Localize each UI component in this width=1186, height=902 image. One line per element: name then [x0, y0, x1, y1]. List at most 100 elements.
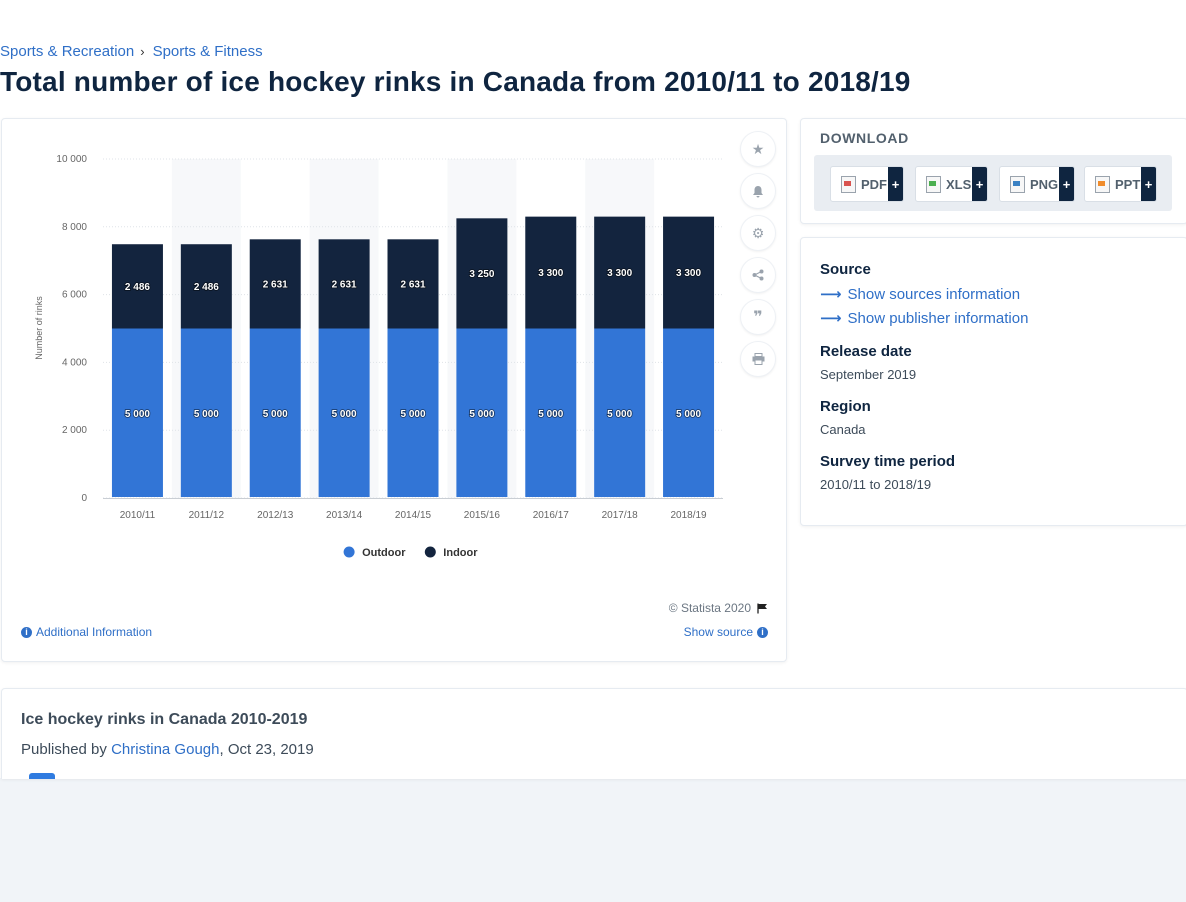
- download-png-button[interactable]: PNG +: [999, 166, 1075, 202]
- x-tick-label: 2013/14: [326, 510, 363, 521]
- data-label: 3 300: [538, 268, 563, 279]
- survey-period-value: 2010/11 to 2018/19: [820, 477, 932, 492]
- download-ppt-button[interactable]: PPT +: [1084, 166, 1157, 202]
- download-card: DOWNLOAD PDF + XLS + PNG + PPT +: [800, 118, 1186, 224]
- plus-icon: +: [1059, 167, 1074, 201]
- flag-icon[interactable]: [757, 603, 768, 614]
- x-tick-label: 2012/13: [257, 510, 294, 521]
- page-title: Total number of ice hockey rinks in Cana…: [0, 66, 911, 97]
- source-label: Source: [820, 261, 871, 278]
- story-title[interactable]: Ice hockey rinks in Canada 2010-2019: [21, 711, 308, 728]
- data-label: 5 000: [263, 409, 288, 420]
- data-label: 5 000: [400, 409, 425, 420]
- data-label: 2 631: [263, 279, 288, 290]
- release-date-value: September 2019: [820, 367, 917, 382]
- breadcrumb-link-sports-fitness[interactable]: Sports & Fitness: [152, 43, 263, 60]
- copyright-notice: © Statista 2020: [669, 601, 768, 615]
- region-label: Region: [820, 398, 871, 415]
- breadcrumb-link-sports-recreation[interactable]: Sports & Recreation: [0, 43, 135, 60]
- bar-outdoor: [663, 328, 715, 497]
- info-circle-icon: i: [21, 626, 32, 638]
- gear-icon[interactable]: ⚙: [740, 215, 776, 251]
- bar-outdoor: [594, 328, 646, 497]
- x-tick-label: 2014/15: [395, 510, 432, 521]
- bar-outdoor: [525, 328, 577, 497]
- bar-indoor: [456, 218, 508, 329]
- data-label: 5 000: [469, 409, 494, 420]
- show-sources-label: Show sources information: [847, 285, 1021, 303]
- publish-date: , Oct 23, 2019: [219, 741, 314, 758]
- download-heading: DOWNLOAD: [820, 130, 909, 146]
- plus-icon: +: [1141, 167, 1156, 201]
- y-tick-label: 10 000: [56, 154, 87, 165]
- arrow-right-icon: ⟶: [820, 286, 842, 303]
- download-pdf-label: PDF: [861, 176, 887, 192]
- data-label: 5 000: [194, 409, 219, 420]
- region-value: Canada: [820, 422, 866, 437]
- x-tick-label: 2015/16: [464, 510, 501, 521]
- bar-outdoor: [387, 328, 439, 497]
- data-label: 3 250: [469, 269, 494, 280]
- x-tick-label: 2017/18: [602, 510, 639, 521]
- x-tick-label: 2011/12: [189, 510, 225, 521]
- share-icon[interactable]: [740, 257, 776, 293]
- bar-indoor: [318, 239, 370, 329]
- y-tick-label: 2 000: [62, 425, 87, 436]
- statistic-info-card: Source ⟶ Show sources information ⟶ Show…: [800, 237, 1186, 526]
- copyright-text: © Statista 2020: [668, 601, 751, 615]
- x-tick-label: 2018/19: [670, 510, 707, 521]
- y-axis-label: Number of rinks: [34, 296, 44, 360]
- y-tick-label: 6 000: [62, 290, 87, 301]
- bar-outdoor: [249, 328, 301, 497]
- bar-indoor: [387, 239, 439, 329]
- bar-outdoor: [456, 328, 508, 497]
- legend-marker: [424, 546, 436, 558]
- y-tick-label: 8 000: [62, 222, 87, 233]
- data-label: 2 486: [194, 282, 219, 293]
- show-publisher-link[interactable]: ⟶ Show publisher information: [820, 309, 1028, 328]
- show-source-label: Show source: [683, 625, 753, 639]
- data-label: 5 000: [125, 409, 150, 420]
- pdf-file-icon: [841, 175, 856, 193]
- x-tick-label: 2010/11: [120, 510, 156, 521]
- x-tick-label: 2016/17: [533, 510, 570, 521]
- download-xls-button[interactable]: XLS +: [915, 166, 988, 202]
- bar-indoor: [525, 216, 577, 329]
- download-xls-label: XLS: [946, 176, 972, 192]
- chart-card: 0 2 000 4 000 6 000 8 000 10 000 5 000 2 486 5 …: [1, 118, 787, 662]
- arrow-right-icon: ⟶: [820, 310, 842, 327]
- data-label: 2 631: [332, 279, 357, 290]
- story-meta: Published by Christina Gough, Oct 23, 20…: [21, 741, 314, 758]
- bar-outdoor: [180, 328, 232, 497]
- download-pdf-button[interactable]: PDF +: [830, 166, 904, 202]
- data-label: 5 000: [538, 409, 563, 420]
- bar-indoor: [249, 239, 301, 329]
- download-png-label: PNG: [1030, 176, 1059, 192]
- show-source-link[interactable]: Show source i: [684, 625, 768, 639]
- legend-label: Indoor: [443, 547, 478, 559]
- legend-marker: [343, 546, 355, 558]
- published-by-label: Published by: [21, 741, 107, 758]
- data-label: 5 000: [676, 409, 701, 420]
- legend-label: Outdoor: [362, 547, 406, 559]
- print-icon[interactable]: [740, 341, 776, 377]
- data-label: 2 631: [400, 279, 425, 290]
- additional-information-link[interactable]: i Additional Information: [21, 625, 152, 639]
- author-link[interactable]: Christina Gough: [111, 741, 220, 758]
- bar-indoor: [180, 244, 232, 329]
- chevron-right-icon: ›: [140, 44, 145, 59]
- bar-outdoor: [318, 328, 370, 497]
- bar-indoor: [663, 216, 715, 329]
- quote-icon[interactable]: ❞: [740, 299, 776, 335]
- star-icon[interactable]: ★: [740, 131, 776, 167]
- related-story-card: Ice hockey rinks in Canada 2010-2019 Pub…: [1, 688, 1186, 779]
- bell-icon[interactable]: [740, 173, 776, 209]
- release-date-label: Release date: [820, 343, 912, 360]
- plus-icon: +: [888, 167, 903, 201]
- show-sources-link[interactable]: ⟶ Show sources information: [820, 285, 1021, 304]
- y-tick-label: 0: [81, 493, 87, 504]
- plus-icon: +: [972, 167, 987, 201]
- download-bar: PDF + XLS + PNG + PPT +: [814, 155, 1172, 211]
- png-file-icon: [1010, 175, 1025, 193]
- breadcrumb: Sports & Recreation › Sports & Fitness: [0, 43, 263, 60]
